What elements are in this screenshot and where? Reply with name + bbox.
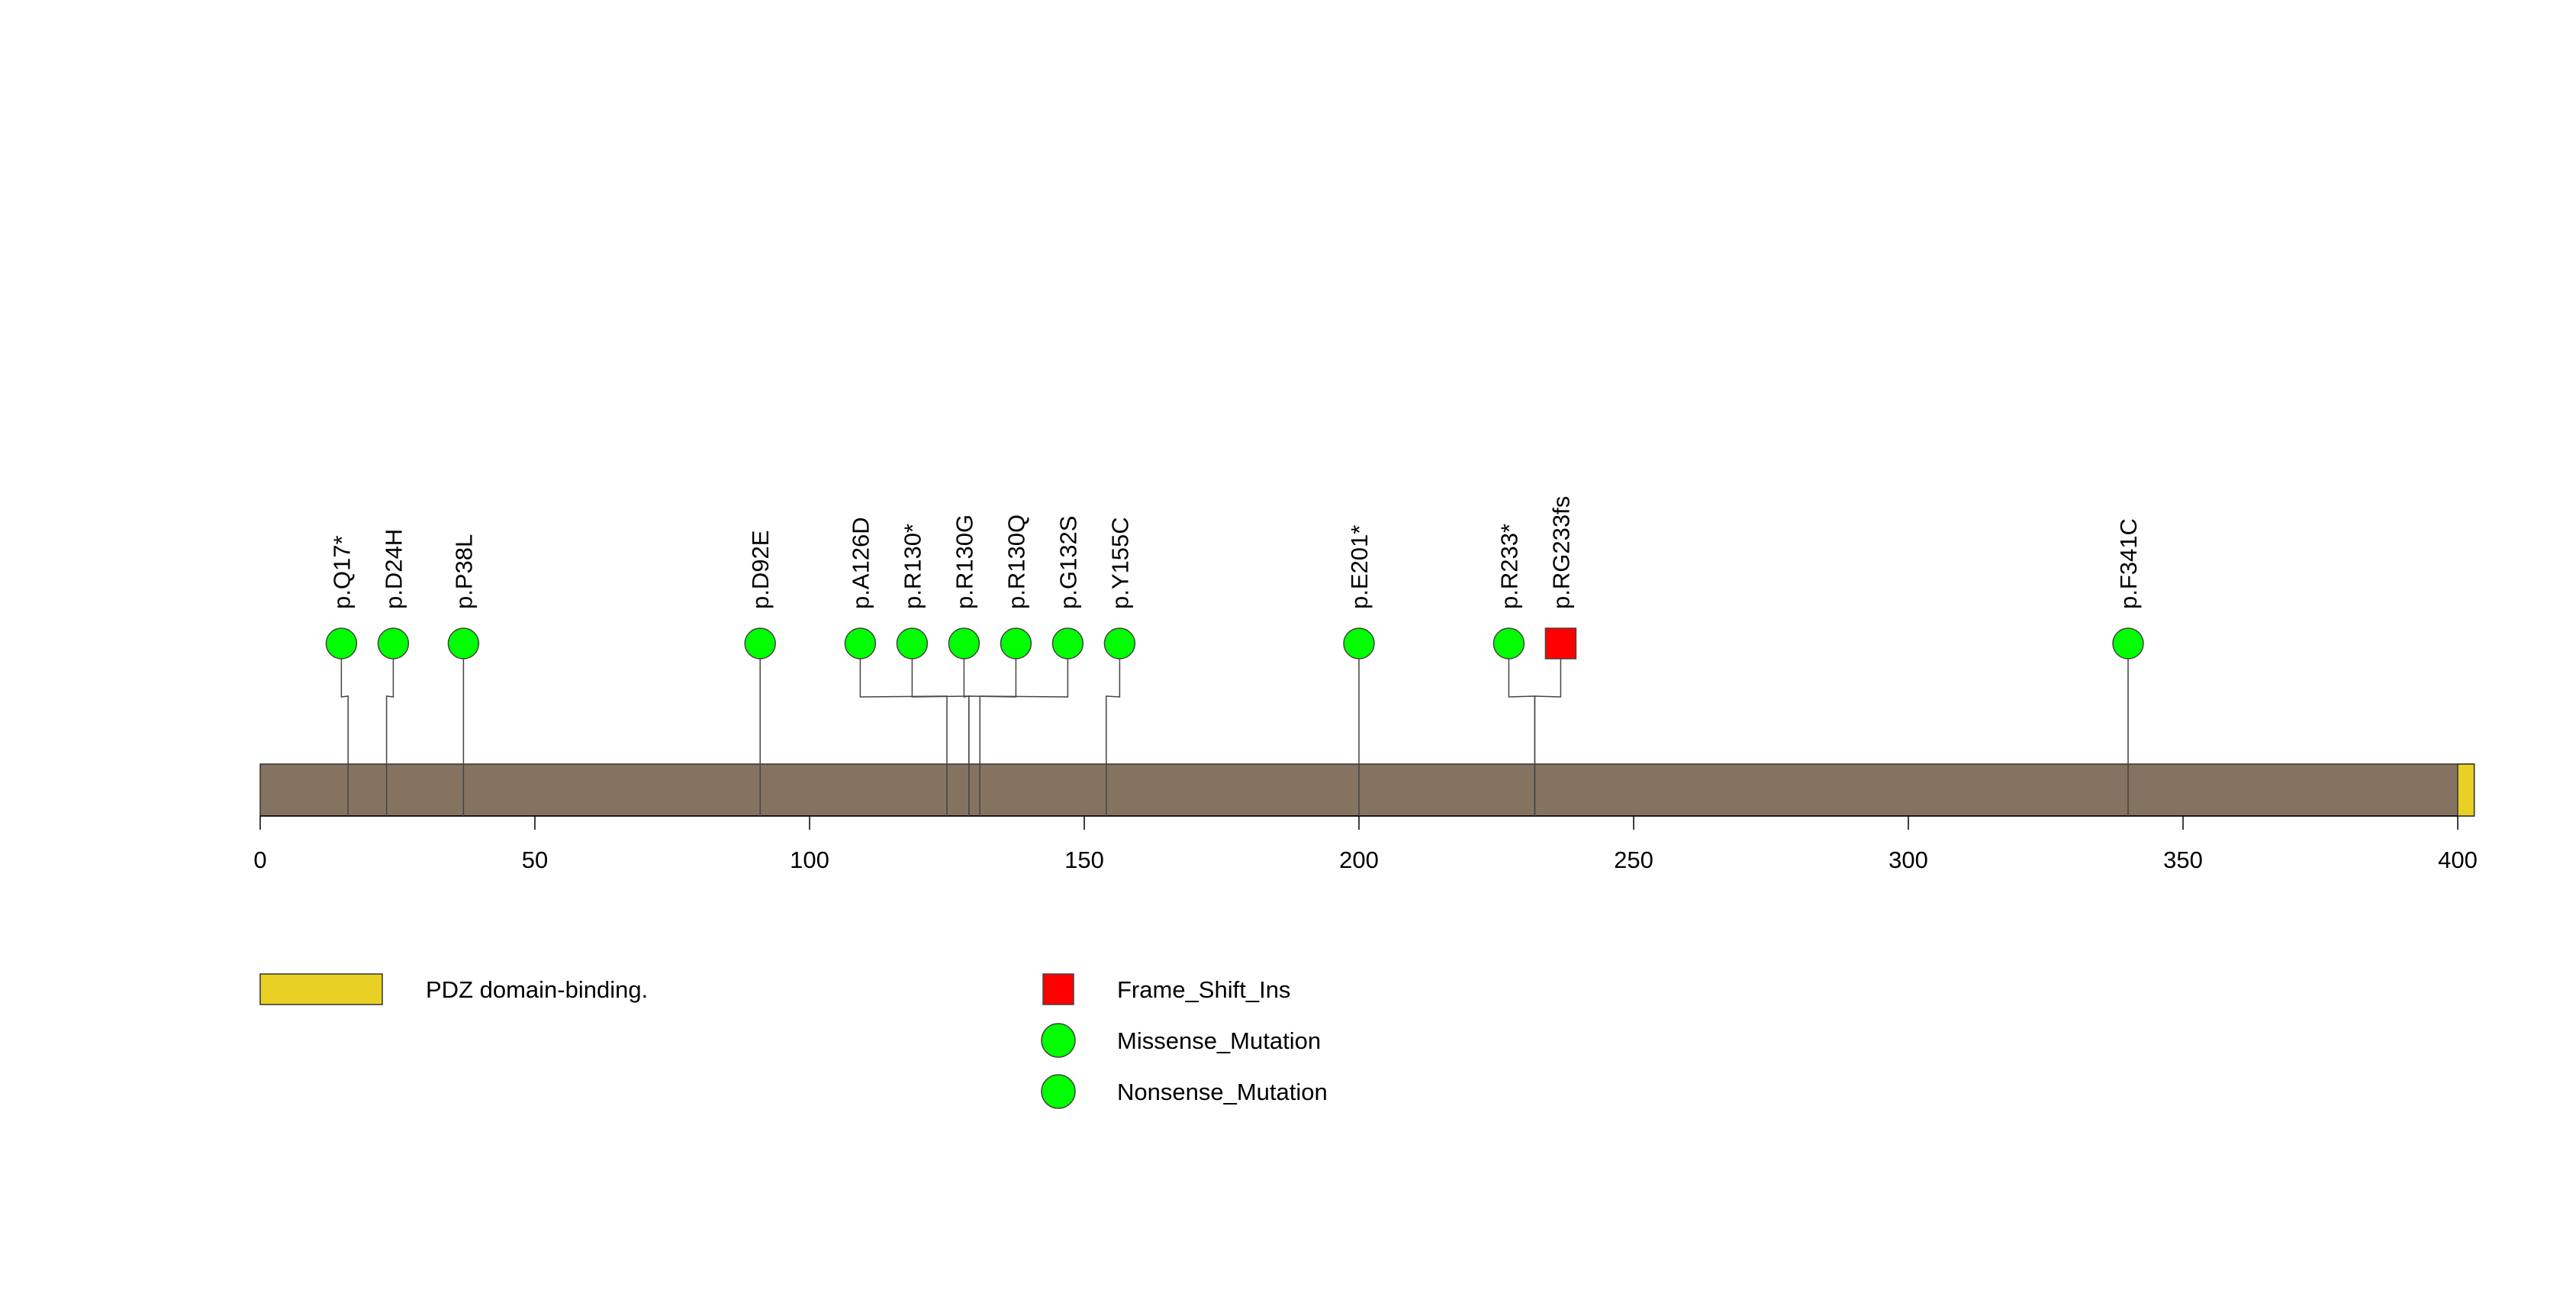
stem-p-g132s (979, 643, 1069, 816)
marker-p-r233 (1492, 627, 1525, 660)
marker-p-g132s (1051, 627, 1084, 660)
x-tick-label-300: 300 (1889, 847, 1928, 873)
marker-p-e201 (1343, 627, 1375, 660)
label-p-g132s: p.G132S (1055, 516, 1081, 609)
marker-p-f341c (2112, 627, 2144, 660)
legend-type-label-2: Nonsense_Mutation (1117, 1079, 1328, 1105)
x-tick-label-100: 100 (790, 847, 829, 873)
legend-type-label-0: Frame_Shift_Ins (1117, 976, 1290, 1003)
x-tick-label-150: 150 (1064, 847, 1104, 873)
legend-domain-swatch-0 (259, 973, 383, 1005)
label-p-e201: p.E201* (1346, 525, 1373, 609)
marker-p-y155c (1103, 627, 1136, 660)
marker-p-d24h (377, 627, 410, 660)
label-p-r130: p.R130* (899, 524, 926, 609)
stem-p-q17 (340, 643, 349, 816)
marker-p-r130q (1000, 627, 1032, 660)
mutation-labels: p.Q17* p.D24H p.P38L p.D92E p.A126D p.R130* p.… (328, 496, 2142, 609)
marker-p-r130 (896, 627, 929, 660)
label-p-r130g: p.R130G (951, 514, 977, 609)
x-tick-label-350: 350 (2163, 847, 2203, 873)
stem-p-y155c (1106, 643, 1121, 816)
x-tick-label-250: 250 (1614, 847, 1653, 873)
label-p-q17: p.Q17* (328, 535, 355, 609)
label-p-y155c: p.Y155C (1106, 517, 1133, 609)
x-tick-label-0: 0 (253, 847, 266, 873)
domain-0 (2457, 763, 2475, 817)
mutation-markers (325, 627, 2144, 660)
label-p-d92e: p.D92E (747, 531, 774, 609)
marker-p-r130g (948, 627, 980, 660)
x-tick-label-50: 50 (522, 847, 548, 873)
x-tick-label-200: 200 (1339, 847, 1379, 873)
label-p-a126d: p.A126D (847, 517, 874, 609)
marker-p-d92e (744, 627, 776, 660)
stem-p-a126d (859, 643, 948, 816)
marker-p-q17 (325, 627, 358, 660)
x-axis: 0 50 100 150 200 250 300 350 400 (253, 815, 2478, 873)
legend-type-swatch-1 (1041, 1023, 1076, 1058)
marker-p-rg233fs (1544, 627, 1577, 660)
label-p-d24h: p.D24H (380, 529, 407, 609)
marker-p-a126d (844, 627, 877, 660)
legend-type-swatch-0 (1042, 973, 1074, 1005)
legend-type-label-1: Missense_Mutation (1117, 1027, 1321, 1054)
stem-p-rg233fs (1534, 643, 1562, 816)
label-p-f341c: p.F341C (2115, 518, 2142, 609)
label-p-r130q: p.R130Q (1003, 514, 1029, 609)
legend: PDZ domain-binding. Frame_Shift_Ins Missen… (259, 973, 1328, 1109)
stem-p-d24h (385, 643, 394, 816)
protein-track (259, 763, 2475, 817)
label-p-p38l: p.P38L (450, 534, 477, 609)
legend-type-swatch-2 (1041, 1074, 1076, 1109)
marker-p-p38l (447, 627, 480, 660)
label-p-rg233fs: p.RG233fs (1547, 496, 1574, 609)
x-tick-label-400: 400 (2438, 847, 2478, 873)
legend-domain-label-0: PDZ domain-binding. (426, 976, 648, 1003)
label-p-r233: p.R233* (1496, 524, 1522, 609)
protein-backbone (259, 763, 2475, 817)
mutation-stems (340, 643, 2129, 816)
